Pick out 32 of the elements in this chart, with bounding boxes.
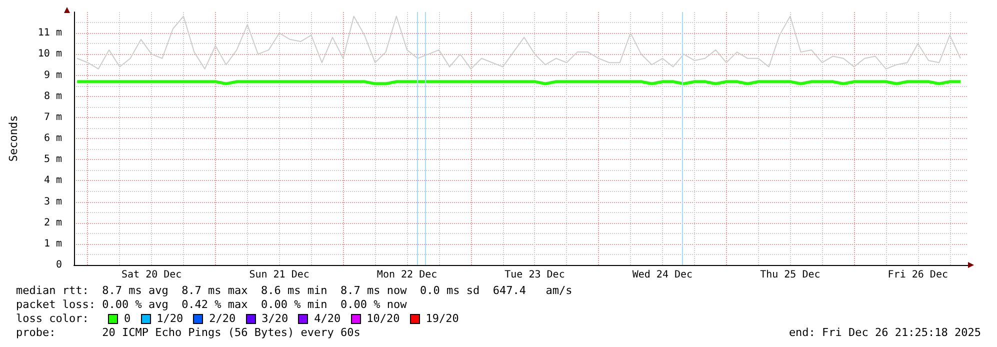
y-tick-label: 4 m (44, 175, 62, 186)
x-tick-label: Sat 20 Dec (121, 270, 182, 280)
text: end: Fri Dec 26 21:25:18 2025 (788, 326, 981, 340)
legend-label: 2/20 (209, 312, 236, 326)
y-tick-label: 1 m (44, 238, 62, 250)
legend-title: loss color: (16, 312, 90, 326)
y-tick-label: 11 m (38, 28, 62, 39)
legend-label: 3/20 (262, 312, 288, 326)
y-tick-label: 3 m (44, 196, 62, 208)
x-tick-label: Sun 21 Dec (249, 270, 310, 280)
y-tick-label: 9 m (44, 70, 62, 81)
y-tick-label: 6 m (44, 133, 62, 144)
text: median rtt: 8.7 ms avg 8.7 ms max 8.6 ms min 8.7 ms now 0.0 ms sd 647.4 am/s (16, 284, 572, 298)
legend-label: 19/20 (426, 312, 459, 326)
x-tick-label: Tue 23 Dec (504, 270, 565, 280)
legend-label: 10/20 (366, 312, 400, 326)
legend-label: 4/20 (314, 312, 341, 326)
text: packet loss: 0.00 % avg 0.42 % max 0.00 % min 0.00 % now (16, 298, 407, 312)
x-tick-label: Wed 24 Dec (632, 270, 693, 280)
legend-label: 1/20 (156, 312, 184, 326)
text: probe: 20 ICMP Echo Pings (56 Bytes) every 60s (16, 326, 360, 340)
x-tick-label: Mon 22 Dec (376, 270, 438, 280)
x-tick-label: Fri 26 Dec (888, 270, 948, 280)
y-tick-label: 10 m (38, 48, 62, 60)
x-tick-label: Thu 25 Dec (760, 270, 820, 280)
y-tick-label: 5 m (44, 154, 62, 166)
legend-label: 0 (124, 312, 131, 326)
y-tick-label: 0 (56, 260, 62, 270)
y-tick-label: 2 m (44, 217, 62, 228)
y-axis-title: Seconds (7, 115, 20, 162)
y-tick-label: 8 m (44, 90, 62, 102)
y-tick-label: 7 m (44, 112, 62, 123)
